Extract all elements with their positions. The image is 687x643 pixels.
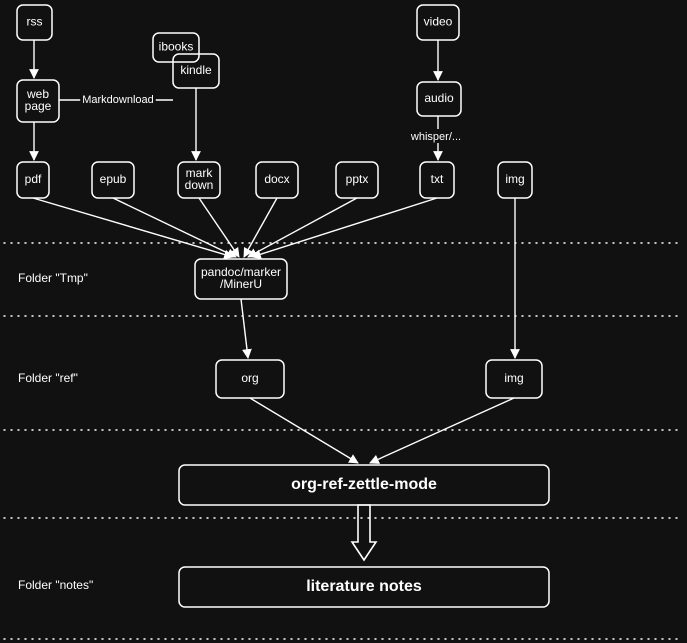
node-label-img: img [505, 172, 524, 186]
node-label-markdown-line1: down [185, 178, 214, 192]
edge-txt-pandoc [252, 198, 437, 257]
section-label-1: Folder "ref" [18, 371, 78, 385]
node-zettle: org-ref-zettle-mode [179, 465, 549, 505]
node-pptx: pptx [336, 162, 378, 198]
node-label-pdf: pdf [25, 172, 42, 186]
node-video: video [417, 5, 459, 40]
edge-pptx-pandoc [248, 198, 357, 257]
node-txt: txt [420, 162, 454, 198]
edge-pandoc-org [241, 299, 248, 358]
node-kindle: kindle [173, 54, 219, 88]
node-img2: img [486, 360, 542, 398]
node-epub: epub [92, 162, 134, 198]
edge-org-zettle [250, 398, 358, 463]
node-webpage: webpage [17, 80, 59, 122]
section-label-2: Folder "notes" [18, 578, 93, 592]
node-label-img2: img [504, 371, 523, 385]
node-label-zettle: org-ref-zettle-mode [291, 476, 437, 493]
node-label-txt: txt [431, 172, 444, 186]
section-label-0: Folder "Tmp" [18, 271, 88, 285]
node-litnotes: literature notes [179, 567, 549, 607]
node-markdown: markdown [178, 162, 220, 198]
node-ibooks: ibooks [153, 33, 199, 62]
node-label-audio: audio [424, 91, 454, 105]
node-label-docx: docx [264, 172, 289, 186]
edge-label-webpage-markdown: Markdownload [82, 94, 154, 106]
node-pandoc: pandoc/marker/MinerU [195, 259, 287, 299]
node-docx: docx [256, 162, 298, 198]
node-img: img [498, 162, 532, 198]
node-label-litnotes: literature notes [306, 578, 422, 595]
node-label-pptx: pptx [346, 172, 369, 186]
node-label-rss: rss [27, 15, 43, 29]
edge-label-audio-txt: whisper/... [410, 131, 461, 143]
node-label-pandoc-line1: /MinerU [220, 277, 262, 291]
node-label-org: org [241, 371, 258, 385]
edge-img2-zettle [370, 398, 514, 463]
node-label-webpage-line1: page [25, 99, 52, 113]
node-label-epub: epub [100, 172, 127, 186]
node-org: org [216, 360, 284, 398]
node-pdf: pdf [17, 162, 49, 198]
edge-zettle-litnotes [352, 505, 376, 560]
edge-docx-pandoc [244, 198, 277, 257]
node-rss: rss [17, 5, 52, 40]
node-label-kindle: kindle [180, 63, 212, 77]
node-audio: audio [417, 82, 461, 116]
node-label-video: video [424, 15, 453, 29]
node-label-ibooks: ibooks [159, 40, 194, 54]
